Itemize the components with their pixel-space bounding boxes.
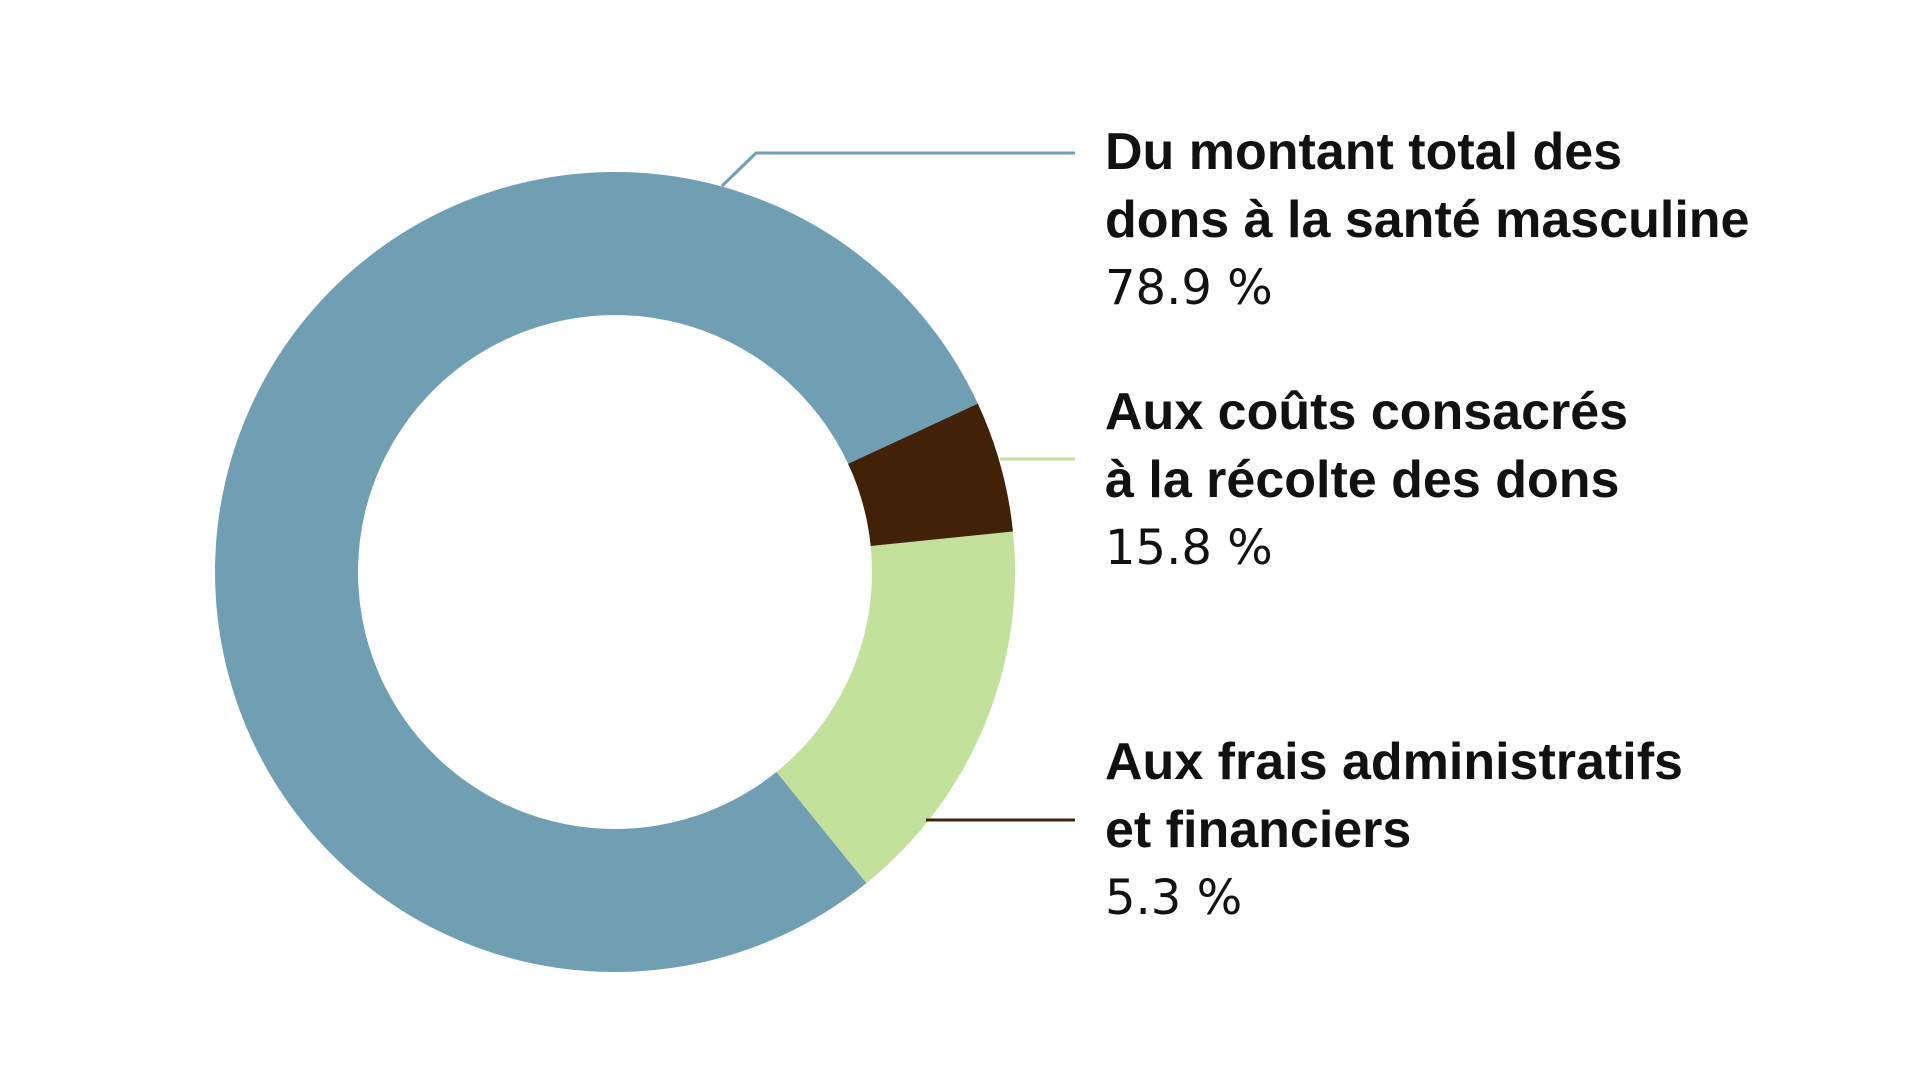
donut-slice-3 bbox=[848, 403, 1013, 546]
slice-labels: Du montant total des dons à la santé masc… bbox=[1105, 123, 1749, 926]
slice-value-3: 5.3 % bbox=[1105, 870, 1242, 926]
leader-line-1 bbox=[720, 151, 1075, 188]
leader-lines bbox=[720, 151, 1075, 822]
slice-label-2-line-2: à la récolte des dons bbox=[1105, 451, 1619, 509]
donut-slice-2 bbox=[776, 531, 1016, 884]
slice-label-1-line-1: Du montant total des bbox=[1105, 123, 1622, 181]
slice-value-2: 15.8 % bbox=[1105, 520, 1273, 576]
slice-label-3-line-1: Aux frais administratifs bbox=[1105, 733, 1683, 791]
slice-label-1-line-2: dons à la santé masculine bbox=[1105, 191, 1749, 249]
slice-label-2-line-1: Aux coûts consacrés bbox=[1105, 383, 1628, 441]
slice-label-3-line-2: et financiers bbox=[1105, 801, 1411, 859]
slice-value-1: 78.9 % bbox=[1105, 260, 1273, 316]
donut-slices bbox=[215, 171, 1016, 972]
donut-slice-1 bbox=[215, 171, 978, 972]
